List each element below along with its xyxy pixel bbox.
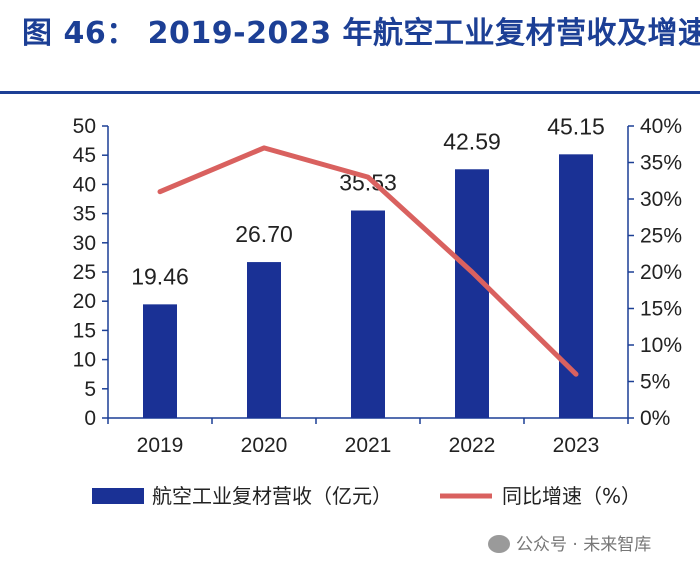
x-axis-tick-label: 2023 [553, 434, 600, 457]
title-divider [0, 91, 700, 94]
left-axis-tick-label: 30 [73, 232, 96, 255]
legend-line-label: 同比增速（%） [502, 484, 641, 508]
right-axis-tick-label: 25% [640, 225, 682, 248]
left-axis-tick-label: 15 [73, 319, 96, 342]
bar-value-label: 19.46 [131, 263, 189, 289]
x-axis-tick-label: 2021 [345, 434, 392, 457]
right-axis-tick-label: 0% [640, 407, 670, 430]
bar [351, 210, 385, 418]
left-axis-tick-label: 25 [73, 261, 96, 284]
watermark-text: 公众号 · 未来智库 [516, 535, 652, 555]
right-axis-tick-label: 40% [640, 115, 682, 138]
left-axis-tick-label: 0 [84, 407, 96, 430]
bar-value-label: 26.70 [235, 221, 293, 247]
right-axis-tick-label: 15% [640, 298, 682, 321]
bar-value-label: 45.15 [547, 113, 605, 139]
right-axis-tick-label: 30% [640, 188, 682, 211]
left-axis-tick-label: 50 [73, 115, 96, 138]
left-axis-tick-label: 20 [73, 290, 96, 313]
chart-title: 图 46： 2019-2023 年航空工业复材营收及增速 [22, 16, 700, 51]
left-axis-tick-label: 35 [73, 203, 96, 226]
watermark: 公众号 · 未来智库 [488, 530, 651, 555]
x-axis-tick-label: 2022 [449, 434, 496, 457]
left-axis-tick-label: 5 [84, 378, 96, 401]
legend-bar-swatch [92, 488, 144, 504]
bar [559, 154, 593, 418]
bar-value-label: 42.59 [443, 128, 501, 154]
bar [247, 262, 281, 418]
right-axis-tick-label: 35% [640, 152, 682, 175]
legend-bar-label: 航空工业复材营收（亿元） [152, 484, 392, 508]
left-axis-tick-label: 40 [73, 173, 96, 196]
right-axis-tick-label: 10% [640, 334, 682, 357]
x-axis-tick-label: 2020 [241, 434, 288, 457]
right-axis-tick-label: 5% [640, 371, 670, 394]
bar [455, 169, 489, 418]
right-axis-tick-label: 20% [640, 261, 682, 284]
x-axis-tick-label: 2019 [137, 434, 184, 457]
wechat-icon [488, 535, 510, 553]
left-axis-tick-label: 45 [73, 144, 96, 167]
left-axis-tick-label: 10 [73, 349, 96, 372]
bar [143, 304, 177, 418]
